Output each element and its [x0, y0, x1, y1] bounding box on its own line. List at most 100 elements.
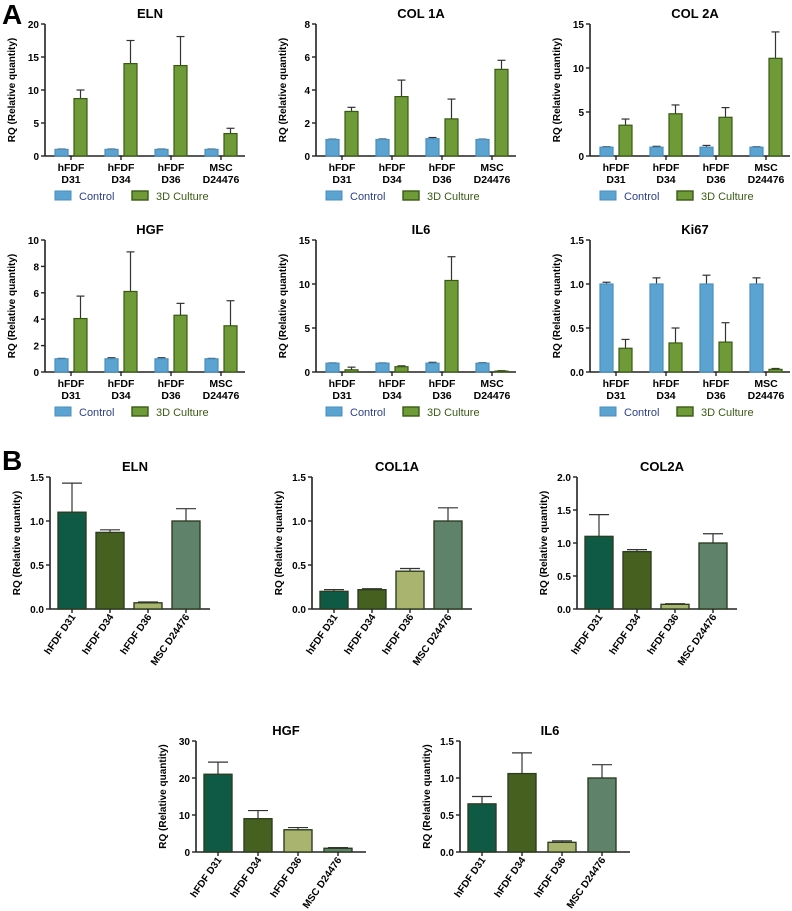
panel-label-a: A — [2, 0, 22, 30]
x-tick-label: D34 — [382, 390, 401, 402]
bar-3d-culture — [344, 369, 359, 373]
y-axis-label: RQ (Relative quantity) — [12, 491, 23, 595]
y-tick-label: 15 — [28, 53, 40, 64]
x-tick-label: MSC — [209, 378, 233, 390]
legend-label-control: Control — [79, 407, 114, 419]
y-tick-label: 8 — [304, 20, 310, 31]
bar-3d-culture — [718, 116, 733, 157]
y-tick-label: 10 — [299, 280, 311, 291]
legend-label-3d-culture: 3D Culture — [701, 191, 754, 203]
bar-3d-culture — [444, 118, 459, 157]
x-tick-label: hFDF D34 — [493, 855, 529, 900]
bar-control — [154, 358, 169, 373]
panel-label-b: B — [2, 445, 22, 476]
x-tick-label: MSC D24476 — [676, 612, 720, 668]
legend-swatch-control — [599, 406, 617, 417]
x-tick-label: hFDF D36 — [119, 612, 155, 657]
bar — [547, 841, 577, 853]
bar — [584, 535, 614, 610]
x-tick-label: hFDF D31 — [453, 855, 489, 900]
x-tick-label: D24476 — [474, 390, 511, 402]
x-tick-label: D31 — [606, 390, 625, 402]
bar-3d-culture — [668, 342, 683, 373]
x-tick-label: D36 — [706, 174, 725, 186]
x-tick-label: D36 — [432, 174, 451, 186]
chart-title: IL6 — [541, 723, 560, 738]
y-tick-label: 0 — [33, 152, 39, 163]
y-tick-label: 1.0 — [570, 280, 584, 291]
bar-control — [104, 358, 119, 373]
y-tick-label: 0.5 — [440, 811, 454, 822]
legend-swatch-3d-culture — [402, 406, 420, 417]
bar-control — [54, 358, 69, 373]
x-tick-label: D36 — [161, 174, 180, 186]
x-tick-label: hFDF — [329, 162, 356, 174]
chart-b-hgf: HGF RQ (Relative quantity) 0 10 20 30 hFDF D31… — [158, 723, 366, 911]
x-tick-label: D36 — [432, 390, 451, 402]
y-tick-label: 10 — [573, 64, 585, 75]
y-tick-label: 2 — [304, 119, 310, 130]
bar-3d-culture — [444, 279, 459, 373]
x-tick-label: D31 — [61, 174, 80, 186]
chart-title: HGF — [136, 222, 164, 237]
bar-control — [749, 283, 764, 373]
y-tick-label: 5 — [304, 324, 310, 335]
x-tick-label: hFDF D34 — [608, 612, 644, 657]
chart-title: COL2A — [640, 459, 685, 474]
x-tick-label: hFDF — [108, 162, 135, 174]
x-tick-label: hFDF D36 — [533, 855, 569, 900]
bar-control — [475, 362, 490, 373]
x-tick-label: hFDF — [429, 162, 456, 174]
legend-swatch-3d-culture — [402, 190, 420, 201]
x-tick-label: MSC D24476 — [411, 612, 455, 668]
bar-control — [154, 148, 169, 157]
bar-control — [649, 146, 664, 157]
bar-control — [475, 138, 490, 157]
bar — [243, 818, 273, 853]
legend-swatch-3d-culture — [676, 406, 694, 417]
y-tick-label: 10 — [28, 86, 40, 97]
y-axis-label: RQ (Relative quantity) — [422, 744, 433, 848]
y-axis-label: RQ (Relative quantity) — [7, 38, 18, 142]
x-tick-label: hFDF — [429, 378, 456, 390]
legend-swatch-control — [325, 406, 343, 417]
bar-3d-culture — [718, 341, 733, 373]
x-tick-label: D31 — [332, 174, 351, 186]
y-tick-label: 0.0 — [292, 605, 306, 616]
legend-label-control: Control — [350, 407, 385, 419]
x-tick-label: D31 — [606, 174, 625, 186]
x-tick-label: hFDF — [58, 378, 85, 390]
bar-3d-culture — [768, 57, 783, 157]
bar-3d-culture — [668, 113, 683, 157]
x-tick-label: D31 — [332, 390, 351, 402]
bar-3d-culture — [618, 124, 633, 157]
bar — [622, 550, 652, 610]
y-tick-label: 1.0 — [30, 517, 44, 528]
bar-3d-culture — [173, 64, 188, 157]
y-tick-label: 2.0 — [557, 473, 571, 484]
chart-b-col2a: COL2A RQ (Relative quantity) 0.0 0.5 1.0 1.5 2… — [539, 459, 737, 668]
x-tick-label: MSC D24476 — [565, 855, 609, 911]
bar-control — [649, 283, 664, 373]
x-tick-label: MSC — [480, 378, 504, 390]
legend-swatch-control — [599, 190, 617, 201]
chart-title: ELN — [122, 459, 148, 474]
x-tick-label: D24476 — [203, 390, 240, 402]
x-tick-label: D36 — [161, 390, 180, 402]
bar — [95, 531, 125, 610]
y-axis-label: RQ (Relative quantity) — [278, 38, 289, 142]
x-tick-label: hFDF — [329, 378, 356, 390]
bar-3d-culture — [73, 97, 88, 157]
x-tick-label: D34 — [382, 174, 401, 186]
y-tick-label: 8 — [33, 262, 39, 273]
x-tick-label: D34 — [656, 390, 675, 402]
legend-swatch-control — [325, 190, 343, 201]
y-tick-label: 10 — [179, 811, 191, 822]
bar-control — [204, 148, 219, 157]
x-tick-label: MSC D24476 — [149, 612, 193, 668]
x-tick-label: hFDF — [58, 162, 85, 174]
bar — [660, 603, 690, 610]
